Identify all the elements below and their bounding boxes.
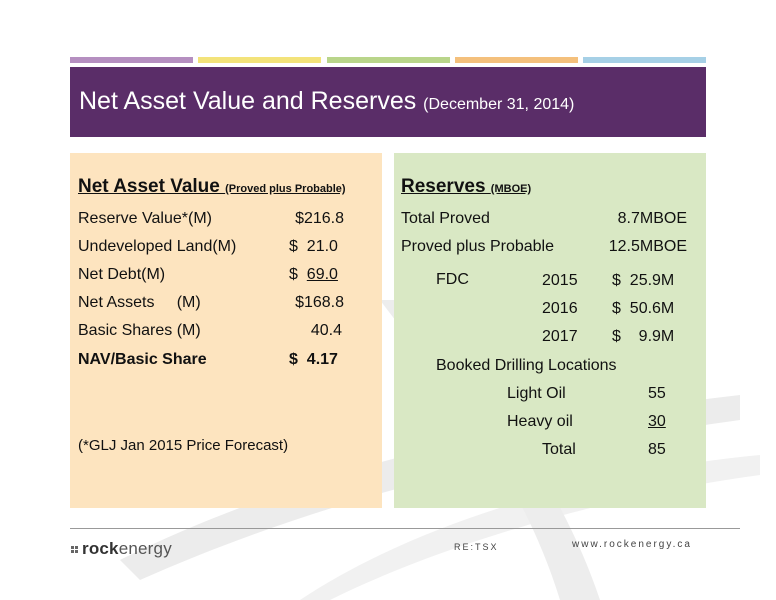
nav-row-value: $ 21.0 [289,238,338,255]
proved-probable-label: Proved plus Probable [401,238,554,255]
color-strip-green [327,57,450,63]
stock-ticker: RE:TSX [454,542,499,552]
website-url: www.rockenergy.ca [572,539,692,550]
nav-row-value: $168.8 [295,294,344,311]
nav-per-share-label: NAV/Basic Share [78,351,207,368]
location-total-value: 85 [648,441,666,458]
fdc-year: 2016 [542,300,578,317]
fdc-value: $ 50.6M [612,300,675,317]
color-strip-blue [583,57,706,63]
logo-grid-icon [71,545,78,553]
location-total-label: Total [542,441,576,458]
nav-row-label: Basic Shares (M) [78,322,201,339]
nav-row-label: Net Debt(M) [78,266,166,283]
color-strip-purple [70,57,193,63]
location-label: Heavy oil [507,413,573,430]
fdc-label: FDC [436,271,469,288]
total-proved-label: Total Proved [401,210,490,227]
location-value: 30 [648,413,666,430]
reserves-heading: Reserves (MBOE) [401,176,532,197]
location-value: 55 [648,385,666,402]
total-proved-value: 8.7MBOE [617,210,687,227]
color-strip-orange [455,57,578,63]
reserves-heading-sub: (MBOE) [490,183,532,195]
fdc-value: $ 9.9M [612,328,675,345]
title-band [70,67,706,137]
fdc-value: $ 25.9M [612,272,675,289]
nav-row-label: Undeveloped Land(M) [78,238,237,255]
company-logo: rockenergy [71,539,172,559]
nav-panel [70,153,382,508]
slide-title-date: (December 31, 2014) [423,96,575,113]
fdc-year: 2017 [542,328,578,345]
nav-footnote: (*GLJ Jan 2015 Price Forecast) [78,437,289,454]
nav-row-value: $216.8 [295,210,344,227]
nav-heading: Net Asset Value (Proved plus Probable) [78,176,346,197]
nav-row-label: Net Assets (M) [78,294,201,311]
nav-row-value: 40.4 [310,322,342,339]
booked-locations-label: Booked Drilling Locations [436,357,617,374]
nav-heading-sub: (Proved plus Probable) [225,183,346,195]
footer-divider [70,528,740,529]
reserves-panel [394,153,706,508]
nav-per-share-value: $ 4.17 [289,351,338,368]
nav-row-label: Reserve Value*(M) [78,210,212,227]
logo-wordmark: rockenergy [82,539,172,558]
slide-title: Net Asset Value and Reserves (December 3… [79,86,574,120]
location-label: Light Oil [507,385,566,402]
slide-title-main: Net Asset Value and Reserves [79,87,424,115]
proved-probable-value: 12.5MBOE [608,238,687,255]
fdc-year: 2015 [542,272,578,289]
color-strip-yellow [198,57,321,63]
nav-row-value: $ 69.0 [289,266,338,283]
